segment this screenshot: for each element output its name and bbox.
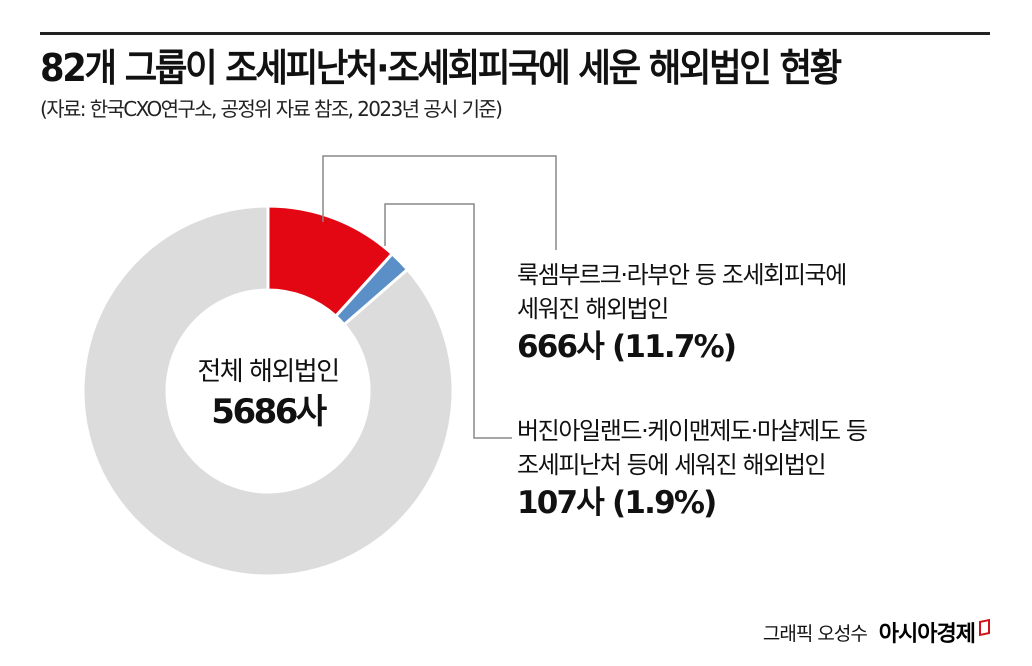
callout-2-value: 107사 (1.9%) [517, 485, 717, 521]
callout-1-line-2: 세워진 해외법인 [517, 295, 669, 323]
graphic-author: 그래픽 오성수 [762, 622, 868, 645]
center-total-value: 5686사 [211, 392, 327, 432]
brand-mark-icon [979, 618, 990, 636]
callout-2-line-2: 조세피난처 등에 세워진 해외법인 [517, 451, 827, 479]
callout-tax-avoidance: 룩셈부르크·라부안 등 조세회피국에 세워진 해외법인 666사 (11.7%) [517, 258, 847, 368]
chart-subtitle: (자료: 한국CXO연구소, 공정위 자료 참조, 2023년 공시 기준) [40, 97, 503, 121]
brand-logo: 아시아경제 [878, 622, 976, 647]
callout-1-value: 666사 (11.7%) [517, 329, 737, 365]
callout-2-line-1: 버진아일랜드·케이맨제도·마샬제도 등 [517, 417, 868, 445]
title-rule [40, 32, 990, 35]
connector-line-2 [384, 203, 512, 439]
center-caption: 전체 해외법인 [197, 357, 340, 387]
donut-slices [81, 204, 455, 578]
donut-slice-3 [81, 204, 455, 578]
credit: 그래픽 오성수 아시아경제 [763, 616, 990, 648]
callout-tax-haven: 버진아일랜드·케이맨제도·마샬제도 등 조세피난처 등에 세워진 해외법인 10… [517, 414, 868, 524]
connector-line-1 [322, 155, 557, 250]
chart-title: 82개 그룹이 조세피난처·조세회피국에 세운 해외법인 현황 [40, 46, 842, 90]
callout-1-line-1: 룩셈부르크·라부안 등 조세회피국에 [517, 261, 847, 289]
